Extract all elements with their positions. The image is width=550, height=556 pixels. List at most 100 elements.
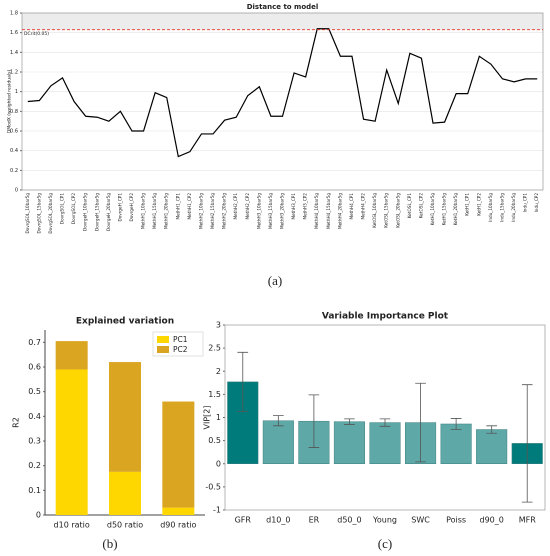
x-tick-label: MethH1_CP1 [175,193,180,220]
critical-label: DCrit(0.05) [24,31,49,37]
caption: (b) [102,536,117,551]
error-bar [415,382,426,463]
x-tick-label: d10_0 [266,516,290,525]
y-tick-label: 0.1 [28,486,41,495]
error-bar [379,418,391,427]
x-tick-label: KetOSL_CP2 [418,193,423,219]
bar-segment [162,507,195,515]
bar [369,422,401,464]
x-tick-label: MethH4_10bar5g [314,193,319,229]
bar [333,421,365,465]
x-tick-label: MethH2_CP1 [233,193,238,220]
x-tick-label: KetOSL_20bar5g [395,193,400,228]
caption: (c) [378,536,392,551]
error-bar [273,415,284,427]
x-tick-label: Indu_10bar5g [488,193,493,222]
x-tick-label: DovrgeH_10bar5g [83,193,88,231]
y-tick-label: 0.4 [10,148,18,154]
x-tick-label: KetOSL_10bar5g [372,193,377,228]
bar-segment [109,362,141,472]
x-tick-label: MethH3_CP2 [303,193,308,220]
chart-title: Explained variation [76,317,174,327]
y-tick-label: 1.8 [10,11,18,17]
x-tick-label: DovrgeH_CP2 [129,193,134,222]
y-tick-label: 2 [216,367,221,376]
error-bar [521,384,533,503]
x-tick-label: DovrgSOL_10bar5g [25,193,30,234]
y-axis-label: R2 [12,417,21,428]
x-tick-label: KetH1_CP2 [476,193,481,216]
plot-frame [21,12,544,191]
x-tick-label: DovrgeH_20bar5g [106,193,111,231]
x-tick-label: Poiss [446,516,466,525]
bar-segment [55,369,88,515]
legend-label: PC1 [173,335,188,344]
x-tick-label: MethH2_15bar5g [210,193,215,229]
y-tick-label: 0.3 [28,437,41,446]
x-tick-label: SWC [411,516,430,525]
y-tick-label: 0.5 [28,387,41,396]
error-bar [450,418,462,430]
error-bar [486,425,497,434]
x-tick-label: KetH1_15bar5g [442,193,447,226]
x-tick-label: MethH1_15bar5g [152,193,157,229]
y-tick-label: 0 [216,459,221,468]
legend-label: PC2 [173,345,188,354]
y-tick-label: 2.5 [208,344,221,353]
x-tick-label: d50 ratio [107,521,143,530]
x-tick-label: MethH4_CP2 [361,193,366,220]
line [27,28,538,158]
y-tick-label: 0.6 [28,363,41,372]
y-tick-label: 1.2 [10,70,18,76]
y-tick-label: 0.6 [10,129,18,135]
y-tick-label: 0 [15,188,18,194]
x-tick-label: MethH1_20bar5g [164,193,169,229]
bar-segment [55,341,88,370]
bar [262,420,294,464]
y-tick-label: 1.5 [208,390,221,399]
y-tick-label: 1.6 [10,30,18,36]
y-tick-label: -0.5 [205,482,221,491]
x-tick-label: DovrgSOL_CP2 [71,193,76,224]
x-tick-label: MethH3_10bar5g [256,193,261,229]
y-axis-label: VIP[2] [203,406,212,430]
x-tick-label: DovrgSOL_15bar5g [36,193,41,234]
x-tick-label: KetOSL_15bar5g [384,193,389,228]
y-tick-label: 0.7 [28,338,41,347]
y-tick-label: 0.8 [10,109,18,115]
x-tick-label: d50_0 [337,516,361,525]
x-tick-label: DovrgeH_CP1 [117,193,122,222]
x-tick-label: d10 ratio [54,521,90,530]
y-tick-label: 1 [15,89,18,95]
chart-title: Distance to model [247,3,319,11]
bar [440,423,472,465]
x-tick-label: DovrgSOL_20bar5g [48,193,53,234]
bar-segment [162,401,195,508]
x-tick-label: KetH1_20bar5g [453,193,458,226]
x-tick-label: KetH1_CP1 [465,193,470,216]
legend-swatch [157,336,169,343]
x-tick-label: MethH3_20bar5g [280,193,285,229]
x-tick-label: MethH4_20bar5g [337,193,342,229]
x-tick-label: Indu_15bar5g [499,193,504,222]
error-bar [344,418,355,425]
x-tick-label: d90_0 [479,516,503,525]
x-tick-label: KetOSL_CP1 [407,193,412,219]
x-tick-label: Young [372,516,397,525]
bar-segment [109,471,141,515]
x-tick-label: MethH3_15bar5g [268,193,273,229]
critical-region [22,13,543,30]
x-tick-label: MethH4_CP1 [349,193,354,220]
y-tick-label: 1.4 [10,50,18,56]
error-bar [237,351,249,412]
y-axis-label: DModX (weighted residuals) [7,70,13,134]
x-tick-label: ER [309,516,320,525]
legend-swatch [157,346,169,353]
x-tick-label: MFR [519,516,537,525]
y-tick-label: 1 [216,413,221,422]
y-tick-label: 0.2 [28,461,41,470]
x-tick-label: KetH1_10bar5g [430,193,435,226]
x-tick-label: MethH1_CP2 [187,193,192,220]
y-tick-label: 3 [216,321,221,330]
